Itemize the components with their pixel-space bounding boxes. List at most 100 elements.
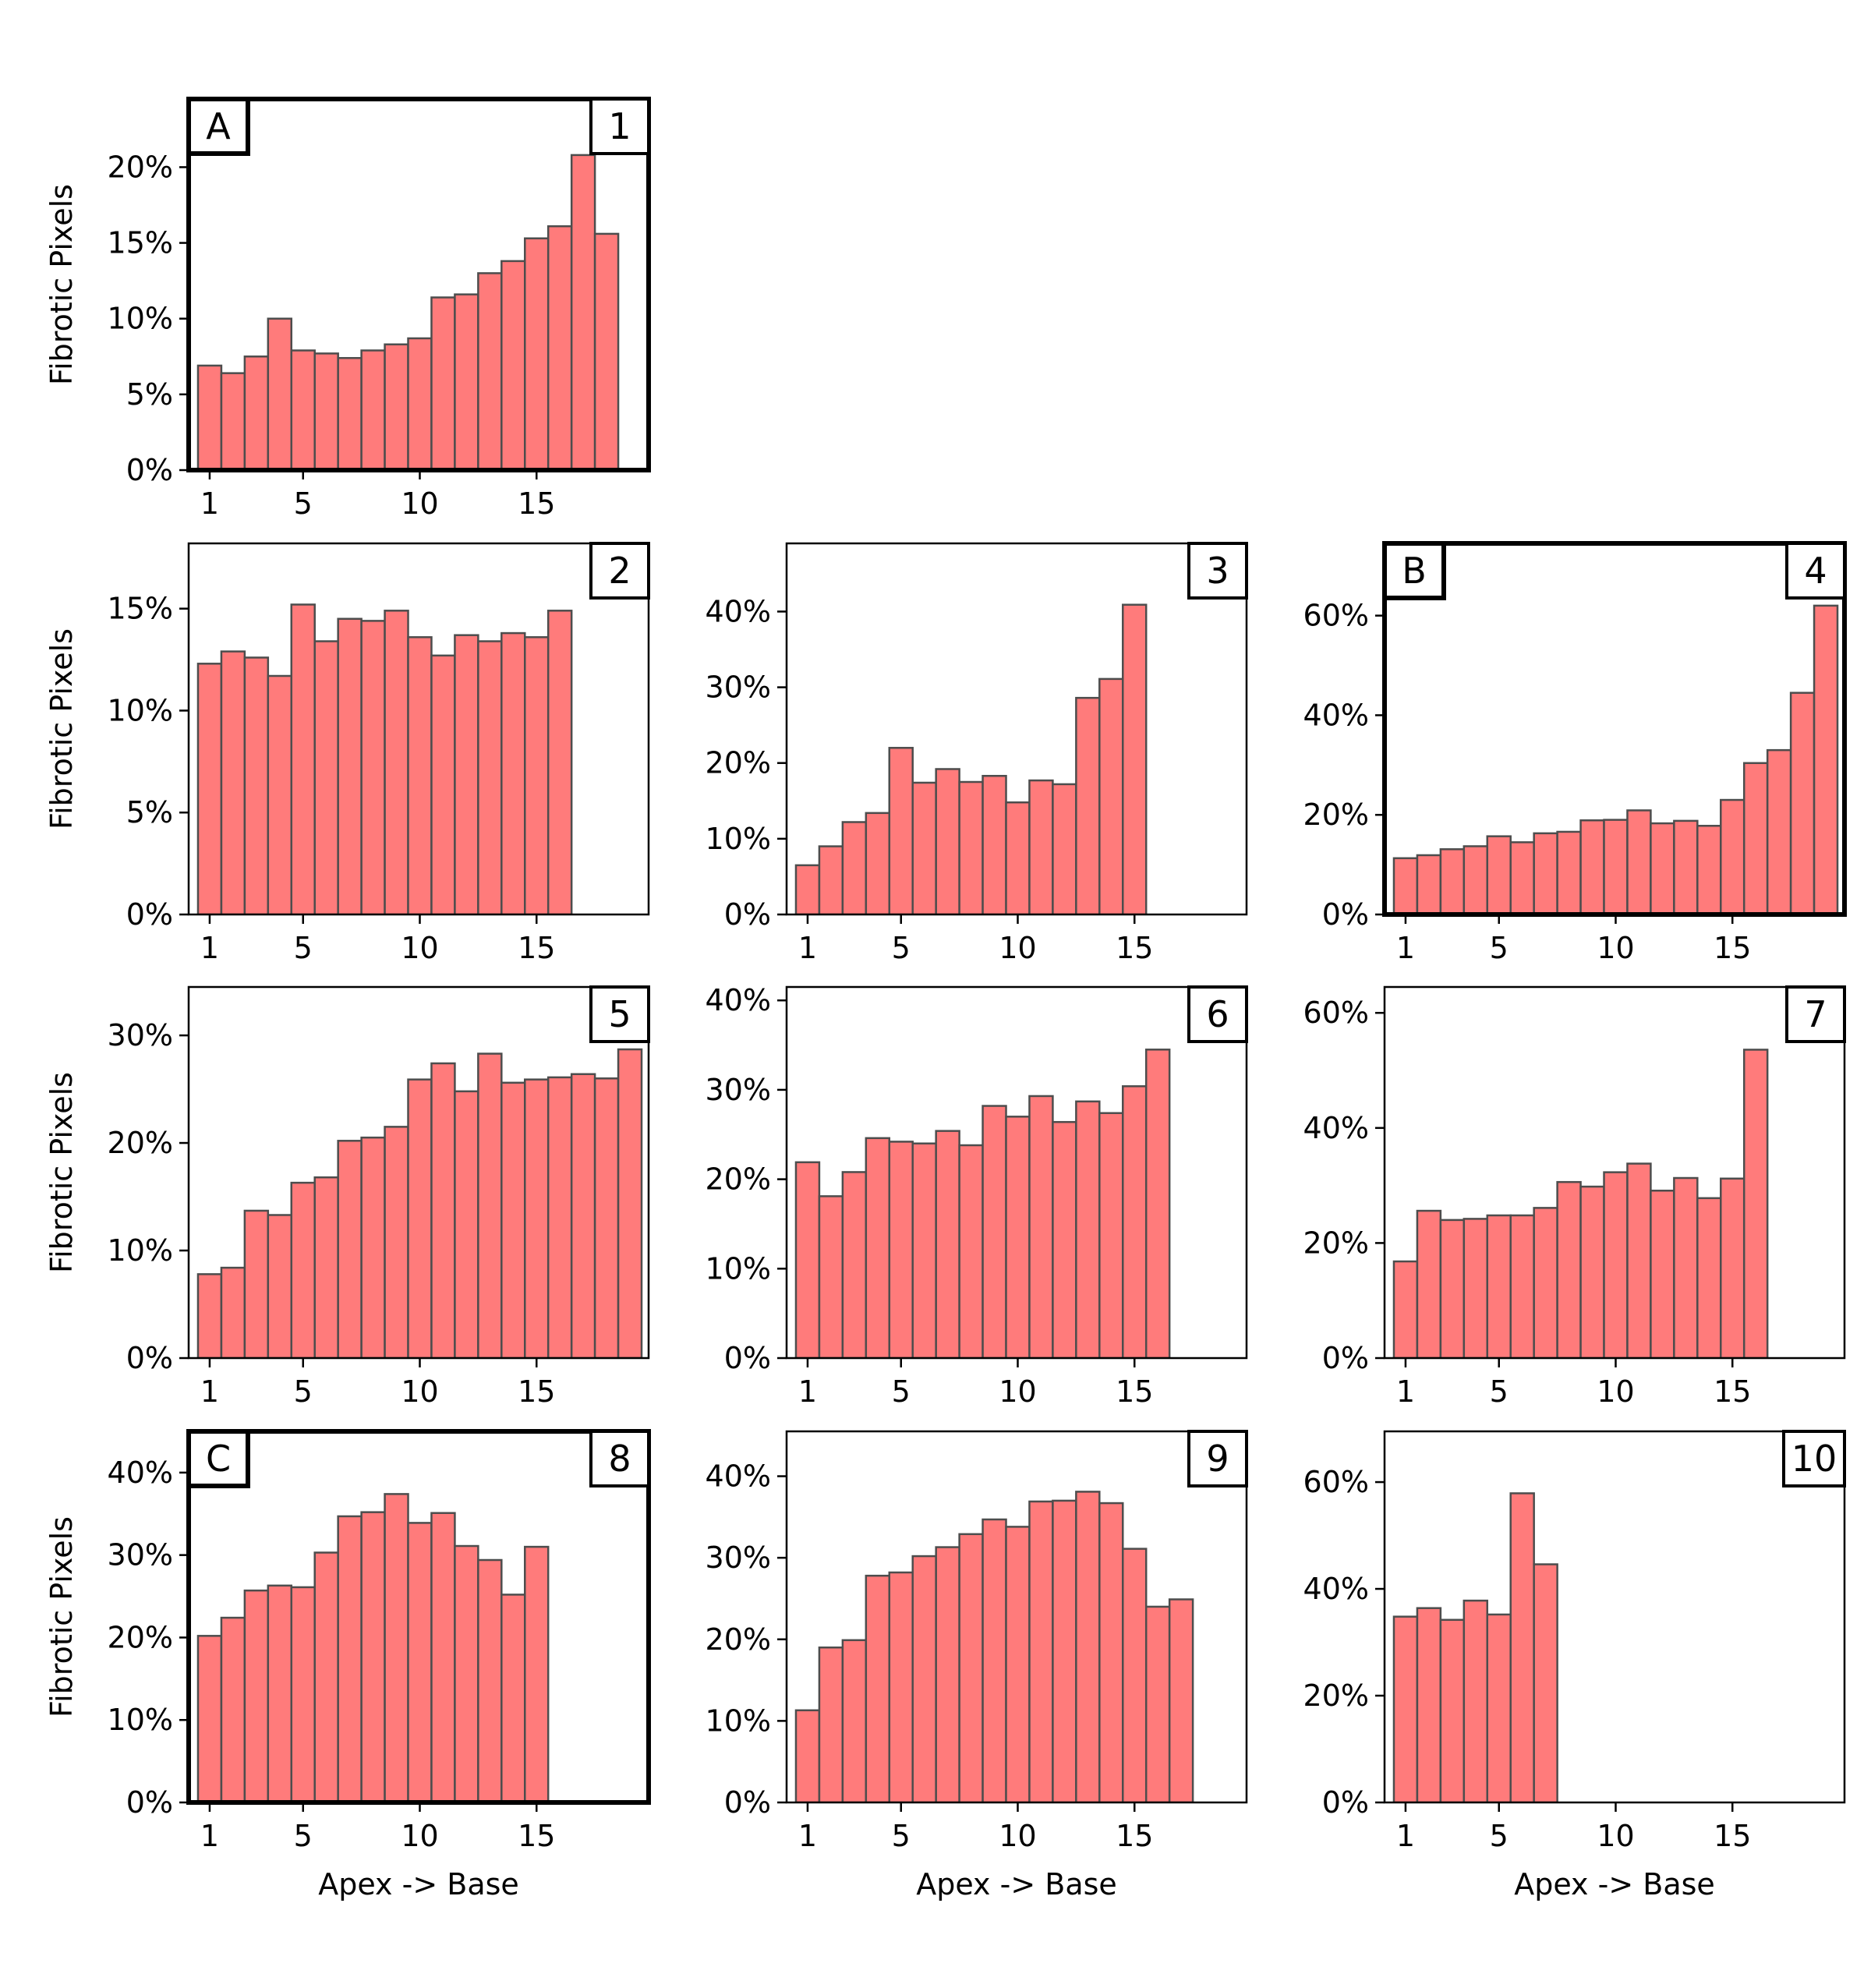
- panel-letter-box: [186, 97, 250, 156]
- bar: [524, 636, 550, 914]
- x-tick-label: 5: [294, 931, 313, 965]
- bar: [1005, 1116, 1031, 1358]
- bar: [1626, 809, 1652, 914]
- x-axis-label: Apex -> Base: [1514, 1867, 1715, 1901]
- bar: [1742, 1049, 1769, 1358]
- bar: [477, 640, 503, 914]
- bar: [1603, 1171, 1629, 1358]
- x-tick-label: 1: [200, 486, 219, 521]
- bar: [1486, 1613, 1512, 1802]
- bar: [1650, 1189, 1675, 1358]
- bar: [454, 293, 479, 470]
- y-tick-label: 5%: [126, 795, 173, 830]
- y-tick-label: 0%: [126, 1341, 173, 1375]
- bar: [888, 747, 914, 914]
- bar: [1533, 1563, 1558, 1802]
- bar: [935, 1546, 960, 1802]
- panel-number: 7: [1804, 993, 1827, 1035]
- panel-frame: [186, 1429, 651, 1805]
- x-tick-label: 15: [518, 931, 555, 965]
- bar: [546, 1076, 573, 1358]
- y-tick-label: 0%: [1322, 897, 1369, 932]
- x-tick-label: 1: [1396, 1819, 1415, 1853]
- panel-number-box: [589, 542, 650, 600]
- y-tick-label: 0%: [724, 1341, 771, 1375]
- y-axis-label: Fibrotic Pixels: [44, 628, 79, 830]
- bar: [1720, 1177, 1745, 1358]
- panel-number: 2: [608, 550, 631, 592]
- bar: [1462, 845, 1489, 914]
- bar: [1075, 1491, 1101, 1802]
- y-tick-label: 40%: [706, 1459, 771, 1494]
- bar: [290, 603, 316, 914]
- x-tick-label: 15: [518, 1374, 555, 1409]
- bar: [524, 1545, 550, 1802]
- bars: [794, 1491, 1194, 1802]
- bar: [1028, 779, 1054, 914]
- bar: [1509, 1492, 1535, 1802]
- bar: [1392, 857, 1419, 914]
- panel-letter: A: [206, 105, 231, 147]
- x-tick-label: 5: [1490, 1374, 1508, 1409]
- y-tick-label: 20%: [1303, 1678, 1369, 1713]
- bar: [477, 1558, 503, 1802]
- bar: [1650, 822, 1675, 914]
- bar: [1509, 841, 1535, 914]
- bar: [958, 780, 984, 914]
- bar: [430, 1512, 456, 1802]
- bar: [911, 1555, 937, 1802]
- panel-letter-box: [186, 1429, 250, 1488]
- x-tick-label: 15: [1714, 1374, 1751, 1409]
- bar: [1144, 1049, 1171, 1358]
- bar: [1439, 1219, 1466, 1358]
- bar: [500, 631, 526, 914]
- y-tick-label: 40%: [706, 594, 771, 628]
- y-tick-label: 20%: [108, 1126, 173, 1160]
- x-tick-label: 1: [798, 1819, 817, 1853]
- bar: [1533, 1207, 1558, 1358]
- y-tick-label: 60%: [1303, 1465, 1369, 1499]
- bar: [818, 1195, 844, 1358]
- bar: [841, 1171, 868, 1358]
- bar: [546, 225, 573, 470]
- bar: [1052, 1120, 1077, 1358]
- bar: [1626, 1162, 1652, 1358]
- bars: [196, 1493, 550, 1802]
- x-tick-label: 1: [200, 1819, 219, 1853]
- y-tick-label: 0%: [1322, 1785, 1369, 1820]
- bar: [267, 1584, 293, 1802]
- bar: [337, 1140, 363, 1358]
- y-tick-label: 15%: [108, 592, 173, 626]
- bar: [593, 232, 620, 470]
- bar: [1696, 825, 1722, 914]
- x-tick-label: 10: [999, 1819, 1036, 1853]
- y-axis-label: Fibrotic Pixels: [44, 1516, 79, 1717]
- bar: [794, 864, 821, 914]
- bars: [794, 1049, 1171, 1358]
- bar: [1005, 1526, 1031, 1802]
- bar: [290, 1181, 316, 1358]
- bar: [360, 620, 386, 914]
- bar: [454, 1544, 479, 1802]
- x-tick-label: 10: [401, 1819, 438, 1853]
- y-tick-label: 40%: [1303, 698, 1369, 732]
- bar: [1696, 1197, 1722, 1358]
- x-tick-label: 10: [401, 1374, 438, 1409]
- bar: [935, 1130, 960, 1358]
- bar: [1005, 801, 1031, 914]
- x-tick-label: 1: [200, 931, 219, 965]
- bar: [290, 1586, 316, 1802]
- bar: [454, 1090, 479, 1358]
- y-tick-label: 40%: [706, 983, 771, 1017]
- bar: [430, 654, 456, 914]
- panel-number-box: [589, 1430, 650, 1487]
- panel-frame: [187, 542, 650, 916]
- bar: [818, 1646, 844, 1802]
- y-tick-label: 20%: [108, 1620, 173, 1654]
- bar: [935, 768, 960, 914]
- panel-number: 8: [608, 1438, 631, 1480]
